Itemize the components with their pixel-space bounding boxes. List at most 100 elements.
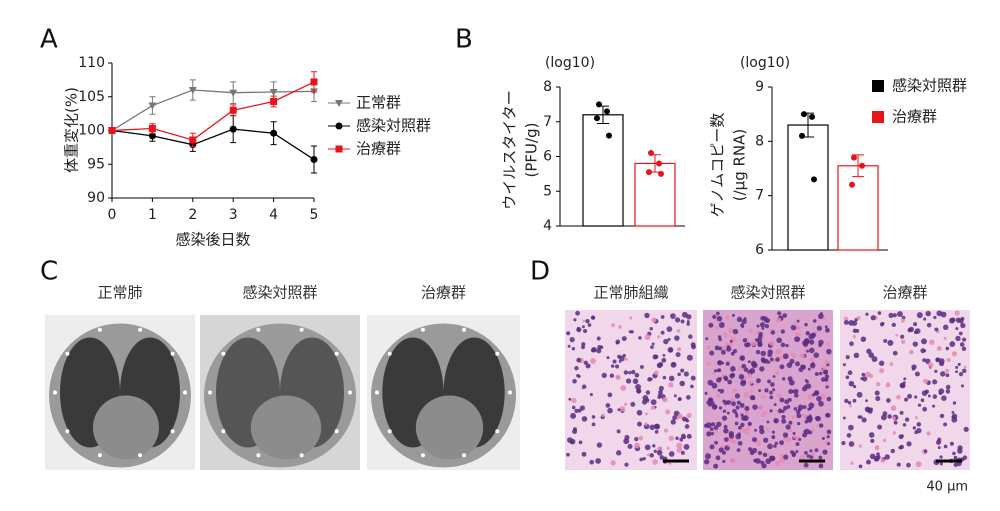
- marker: [269, 89, 278, 97]
- cell-nucleus: [591, 316, 596, 320]
- cell-nucleus: [782, 406, 788, 411]
- cell-nucleus: [920, 398, 925, 403]
- cell-nucleus: [741, 363, 747, 369]
- cell-nucleus: [796, 413, 802, 419]
- ct-marker: [221, 351, 226, 356]
- cell-nucleus: [705, 422, 712, 429]
- cell-nucleus: [820, 377, 826, 382]
- cell-nucleus: [654, 429, 659, 434]
- cell-nucleus: [596, 348, 602, 354]
- cell-nucleus: [945, 346, 950, 351]
- cell-nucleus: [846, 433, 852, 438]
- cell-nucleus: [866, 459, 871, 465]
- cell-nucleus: [909, 349, 914, 355]
- ct-marker: [138, 453, 143, 458]
- cell-nucleus: [875, 396, 881, 402]
- cell-nucleus: [892, 313, 897, 318]
- cell-nucleus: [788, 389, 793, 394]
- cell-nucleus: [646, 453, 650, 457]
- cell-nucleus: [825, 327, 830, 333]
- cell-nucleus: [880, 458, 885, 463]
- cell-nucleus: [807, 407, 811, 411]
- cell-nucleus: [737, 440, 743, 446]
- cell-nucleus: [566, 331, 571, 336]
- cell-nucleus: [904, 417, 910, 422]
- x-tick-label: 2: [188, 207, 197, 223]
- cell-nucleus: [951, 351, 958, 357]
- cell-nucleus: [741, 415, 747, 421]
- cell-nucleus: [656, 362, 663, 369]
- cell-nucleus: [850, 461, 854, 465]
- ct-marker: [65, 351, 70, 356]
- cell-nucleus: [856, 391, 863, 398]
- cell-nucleus: [932, 394, 938, 399]
- cell-nucleus: [961, 368, 967, 374]
- cell-nucleus: [607, 392, 613, 398]
- cell-nucleus: [676, 442, 683, 449]
- cell-nucleus: [793, 407, 798, 411]
- cell-nucleus: [666, 326, 673, 332]
- cell-nucleus: [632, 378, 639, 385]
- cell-nucleus: [747, 360, 751, 364]
- cell-nucleus: [798, 332, 802, 336]
- cell-nucleus: [960, 384, 965, 388]
- cell-nucleus: [649, 424, 656, 431]
- cell-nucleus: [914, 371, 920, 377]
- cell-nucleus: [566, 452, 570, 457]
- cell-nucleus: [676, 328, 681, 333]
- cell-nucleus: [734, 421, 739, 426]
- cell-nucleus: [782, 313, 788, 318]
- cell-nucleus: [942, 324, 949, 331]
- cell-nucleus: [927, 394, 931, 398]
- cell-nucleus: [576, 326, 580, 330]
- cell-nucleus: [667, 347, 674, 353]
- cell-nucleus: [767, 443, 773, 450]
- cell-nucleus: [899, 410, 904, 415]
- cell-nucleus: [634, 442, 640, 449]
- cell-nucleus: [804, 451, 808, 455]
- cell-nucleus: [575, 310, 580, 316]
- cell-nucleus: [749, 368, 756, 374]
- ct-marker: [221, 429, 226, 434]
- ct-marker: [170, 351, 175, 356]
- cell-nucleus: [683, 371, 689, 377]
- cell-nucleus: [818, 400, 824, 407]
- cell-nucleus: [716, 393, 721, 398]
- cell-nucleus: [714, 369, 718, 373]
- cell-nucleus: [941, 395, 947, 402]
- marker: [188, 87, 197, 94]
- cell-nucleus: [622, 353, 626, 358]
- image-caption: 治療群: [421, 284, 466, 302]
- cell-nucleus: [659, 455, 665, 460]
- cell-nucleus: [901, 339, 906, 345]
- cell-nucleus: [572, 378, 577, 384]
- marker: [270, 97, 278, 105]
- cell-nucleus: [589, 459, 595, 465]
- cell-nucleus: [686, 354, 693, 361]
- cell-nucleus: [943, 444, 948, 449]
- cell-nucleus: [623, 438, 630, 445]
- cell-nucleus: [951, 416, 958, 423]
- cell-nucleus: [848, 320, 854, 326]
- cell-nucleus: [715, 455, 721, 461]
- ct-marker: [208, 390, 212, 395]
- cell-nucleus: [585, 319, 590, 324]
- cell-nucleus: [635, 384, 642, 391]
- x-tick-label: 4: [269, 207, 278, 223]
- marker: [229, 125, 237, 133]
- cell-nucleus: [957, 362, 961, 366]
- cell-nucleus: [773, 444, 777, 448]
- cell-nucleus: [574, 366, 579, 371]
- cell-nucleus: [732, 328, 739, 335]
- cell-nucleus: [585, 363, 591, 369]
- cell-nucleus: [616, 429, 621, 434]
- panel-label: C: [40, 257, 58, 287]
- cell-nucleus: [781, 377, 786, 381]
- cell-nucleus: [728, 327, 735, 334]
- x-axis-label: 感染後日数: [175, 231, 250, 249]
- cell-nucleus: [769, 409, 773, 413]
- cell-nucleus: [737, 425, 742, 430]
- cell-nucleus: [775, 461, 780, 466]
- cell-nucleus: [618, 360, 622, 363]
- cell-nucleus: [705, 337, 709, 341]
